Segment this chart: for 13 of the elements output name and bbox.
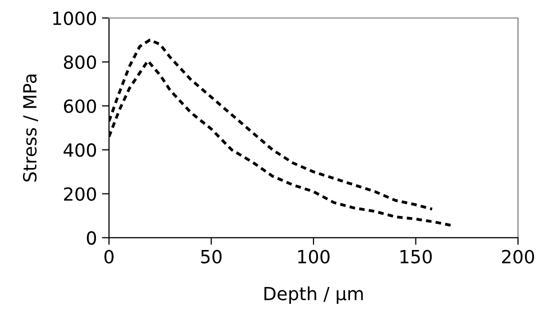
y-tick-label: 800	[64, 55, 96, 70]
y-tick-label: 400	[64, 143, 96, 157]
x-tick-label: 150	[400, 250, 432, 264]
y-tick-label: 0	[86, 231, 96, 245]
x-tick-label: 0	[104, 250, 114, 264]
x-axis-title: Depth / µm	[264, 286, 363, 304]
y-tick-label: 200	[64, 187, 96, 201]
x-tick-label: 50	[201, 250, 222, 264]
x-tick-label: 200	[502, 250, 534, 264]
x-tick-label: 100	[298, 250, 330, 264]
y-tick-label: 600	[64, 99, 96, 113]
y-axis-title: Stress / MPa	[22, 74, 38, 182]
y-tick-label: 1000	[53, 11, 96, 26]
